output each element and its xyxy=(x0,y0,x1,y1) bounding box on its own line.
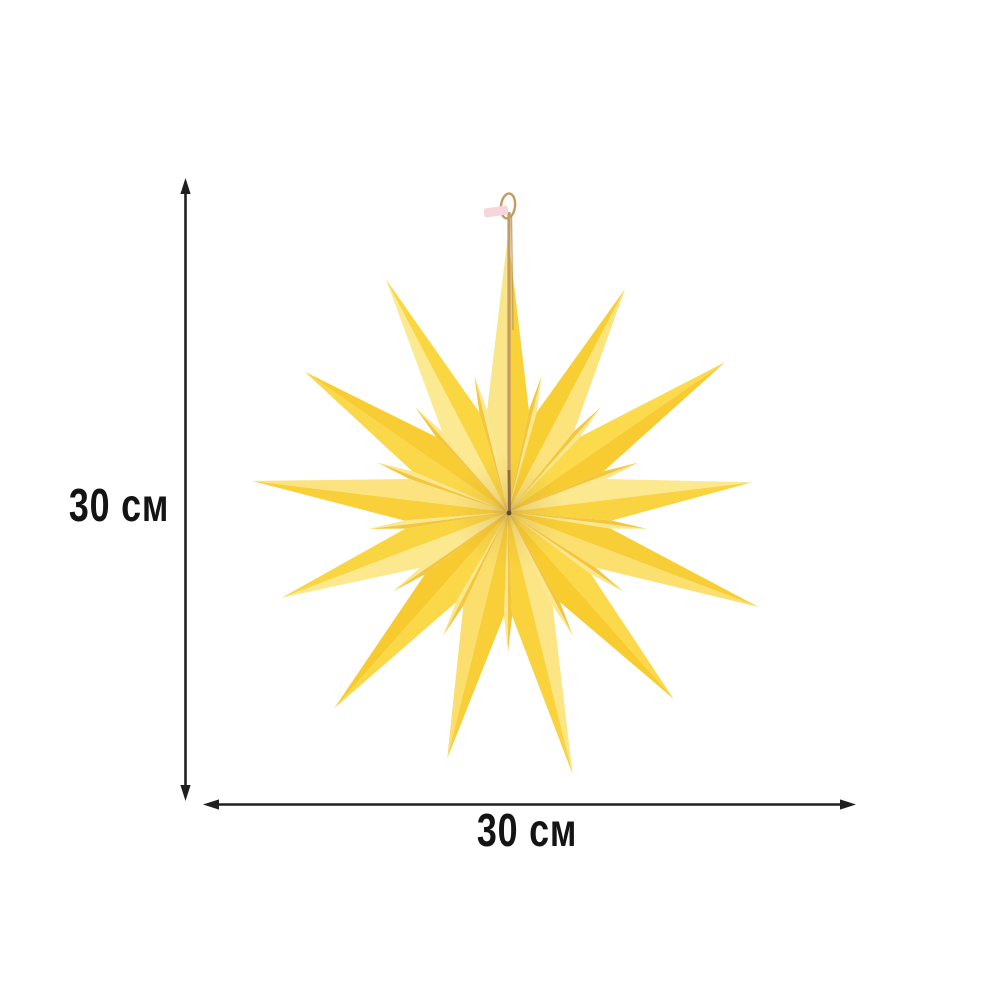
arrowhead-down-icon xyxy=(180,785,191,801)
star-point-half xyxy=(281,512,508,598)
pleat-fold xyxy=(415,407,508,512)
star-point-half xyxy=(385,279,508,512)
pleat-fold xyxy=(392,512,508,592)
star-point-half xyxy=(508,479,753,512)
star-point-half xyxy=(487,234,508,512)
pleat-fold xyxy=(377,462,508,512)
vertical-dimension-arrow xyxy=(180,178,191,801)
star-point-half xyxy=(508,482,753,521)
star-point-half xyxy=(251,479,508,512)
string-strand xyxy=(510,215,514,331)
star-point-half xyxy=(508,362,726,512)
star-point-half xyxy=(508,512,573,775)
star-point-half xyxy=(508,512,759,607)
string-pink-tag xyxy=(483,205,509,218)
pleat-fold xyxy=(508,512,624,592)
star-point-half xyxy=(304,371,508,512)
star-point-half xyxy=(508,288,626,512)
hanging-string xyxy=(483,192,517,516)
star-point-half xyxy=(508,288,626,512)
star-point-half xyxy=(334,512,508,709)
pleat-fold xyxy=(508,462,639,512)
star-point-half xyxy=(508,512,573,775)
arrowhead-up-icon xyxy=(180,178,191,194)
star-point-half xyxy=(447,512,508,759)
horizontal-dimension-label: 30 см xyxy=(476,804,578,856)
arrowhead-left-icon xyxy=(203,799,219,810)
star-point-half xyxy=(508,362,726,512)
pleat-fold xyxy=(508,376,542,512)
string-dark-tip xyxy=(507,469,511,515)
vertical-dimension-label: 30 см xyxy=(68,479,170,531)
string-loop xyxy=(499,192,517,220)
pleat-fold xyxy=(474,376,508,512)
star-point-half xyxy=(251,480,508,521)
star-point-half xyxy=(281,512,508,598)
star-point-half xyxy=(508,512,674,700)
paper-star xyxy=(251,234,759,775)
string-knot xyxy=(506,510,512,516)
horizontal-dimension-arrow xyxy=(203,799,856,810)
pleat-fold xyxy=(508,512,574,636)
pleat-fold xyxy=(508,512,647,529)
pleat-fold xyxy=(442,512,508,636)
star-point-half xyxy=(385,279,508,512)
arrowhead-right-icon xyxy=(840,799,856,810)
star-point-half xyxy=(508,512,674,700)
